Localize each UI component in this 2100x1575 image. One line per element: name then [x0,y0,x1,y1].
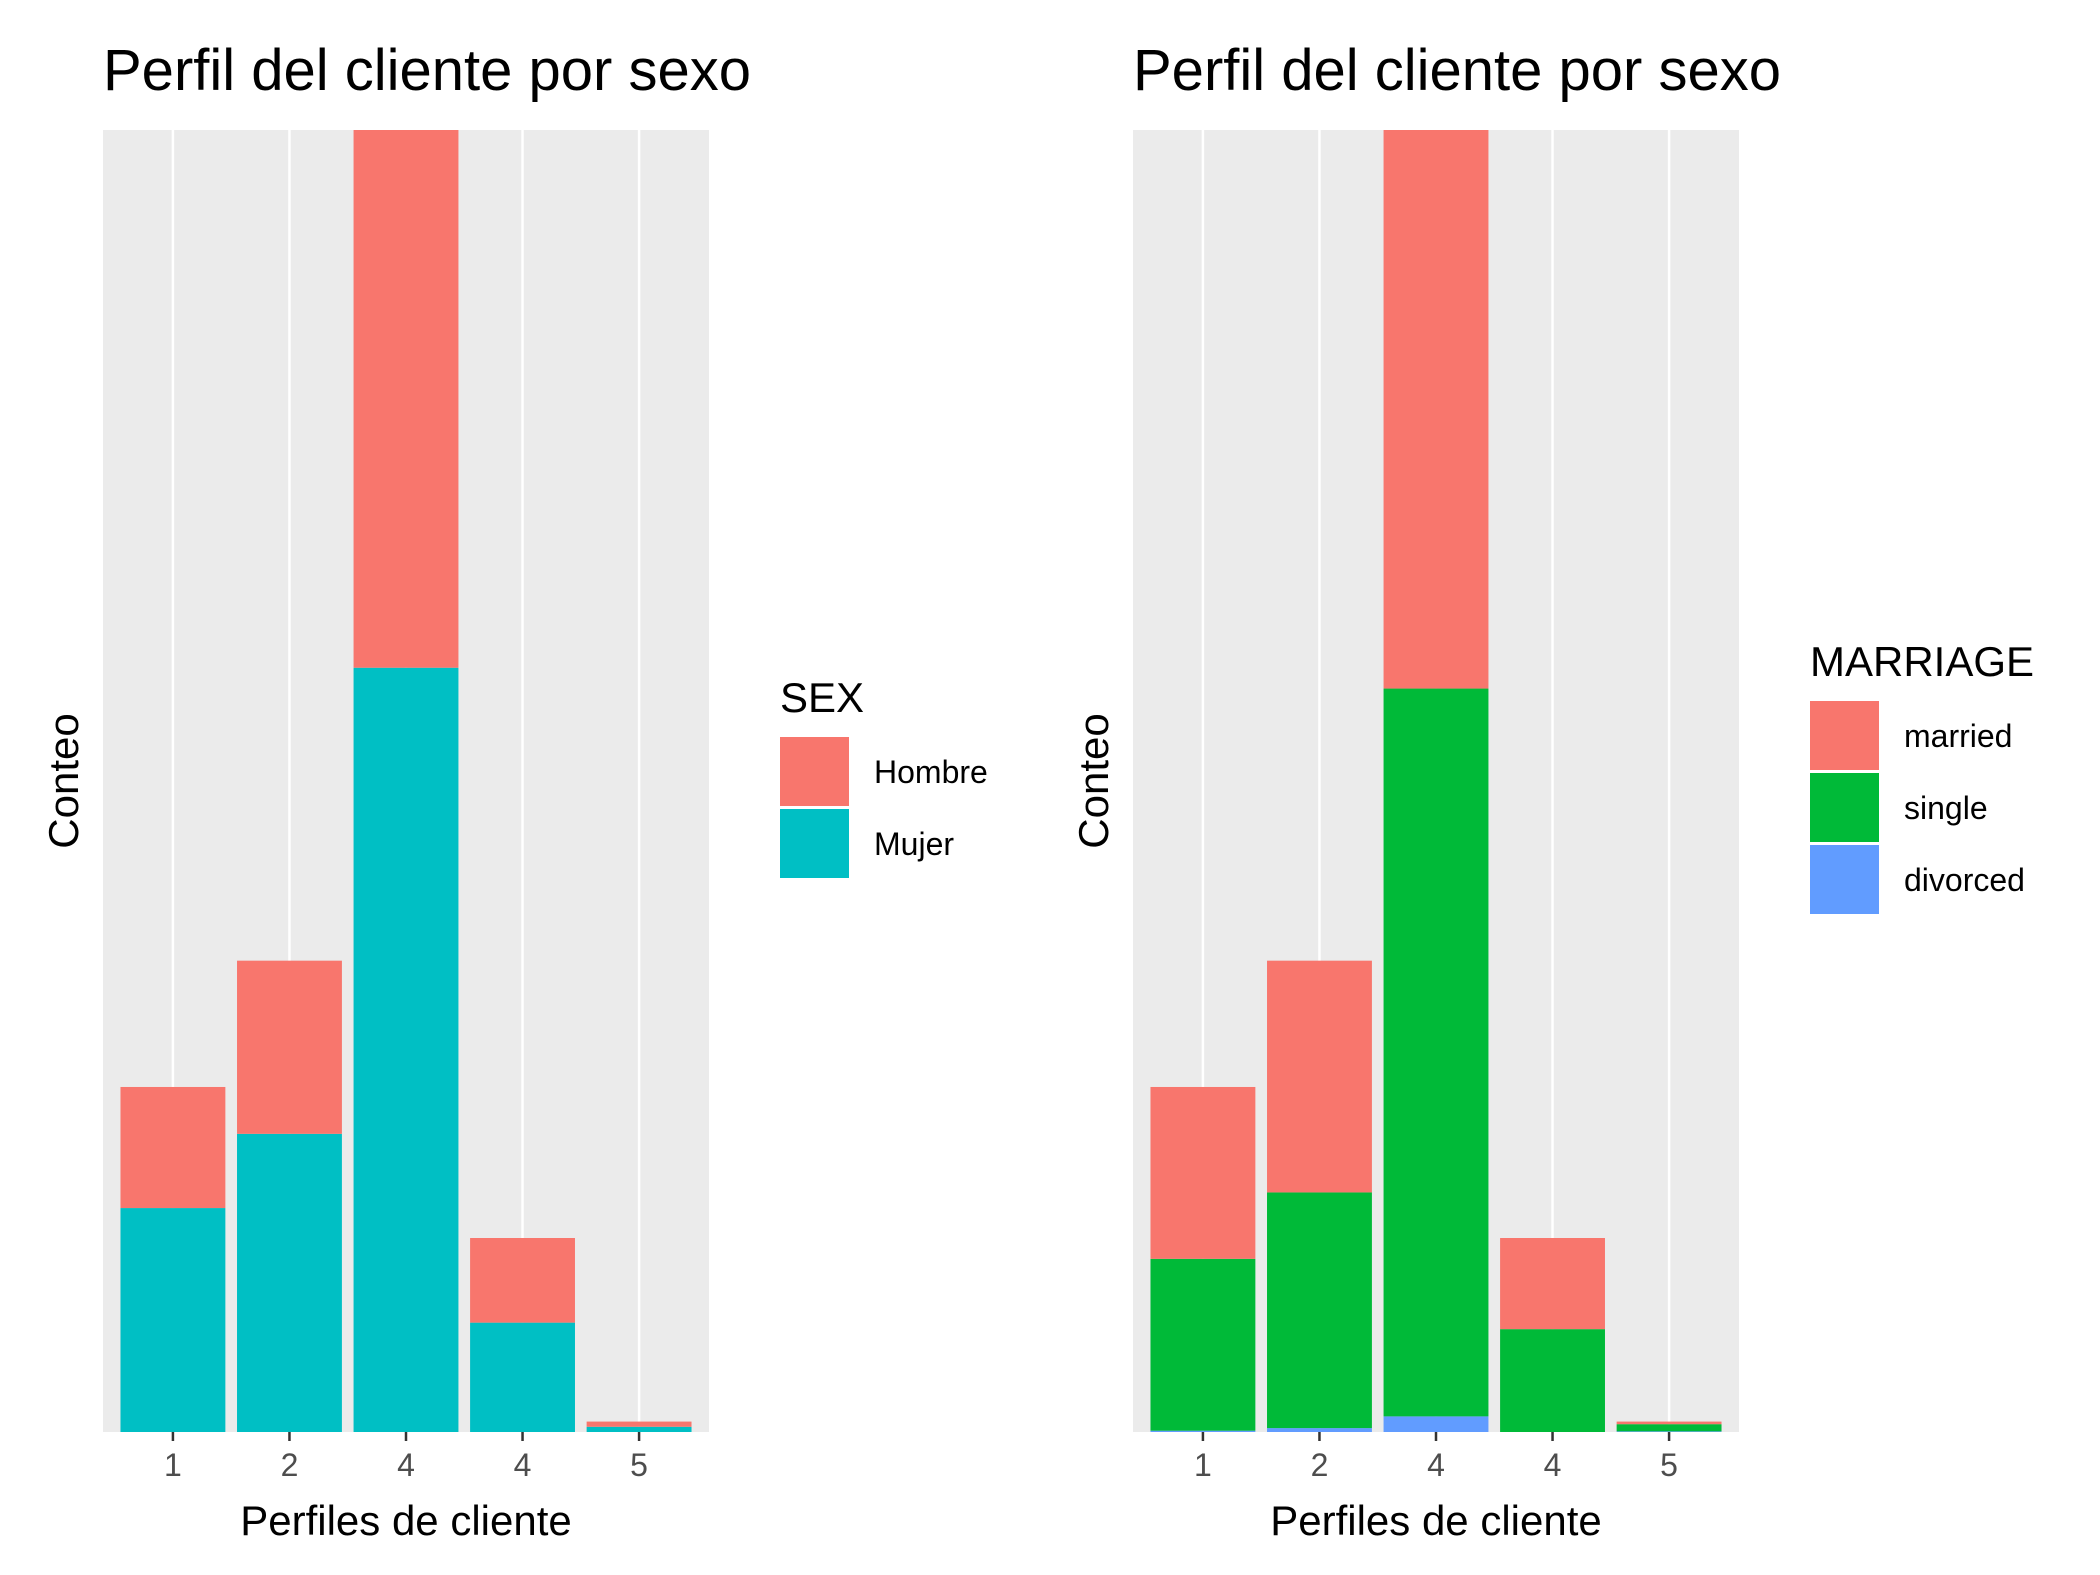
legend-items: Hombre Mujer [780,737,988,878]
bar-single-1 [1150,1258,1256,1431]
bars [120,130,692,1432]
bar-hombre-3 [353,130,459,668]
bar-mujer-4 [470,1322,575,1432]
bar-married-5 [1616,1421,1722,1425]
bar-hombre-5 [586,1421,692,1427]
bar-married-3 [1383,130,1489,689]
bar-mujer-1 [120,1208,226,1432]
y-axis-title: Conteo [40,713,87,848]
x-ticks: 1 2 4 4 5 [164,1432,648,1483]
legend-key-married [1810,701,1879,770]
bar-single-4 [1500,1329,1605,1432]
legend-label-mujer: Mujer [874,826,954,862]
bar-hombre-2 [237,960,342,1134]
y-axis-title: Conteo [1070,713,1117,848]
bar-married-1 [1150,1086,1256,1259]
legend-label-hombre: Hombre [874,754,988,790]
bar-married-2 [1267,960,1372,1193]
bar-divorced-2 [1267,1428,1372,1432]
x-tick-label: 5 [1660,1447,1678,1483]
bar-mujer-5 [586,1426,692,1432]
bar-single-3 [1383,688,1489,1417]
x-tick-label: 1 [1194,1447,1212,1483]
x-tick-label: 4 [1544,1447,1562,1483]
bar-hombre-1 [120,1086,226,1209]
legend-title: MARRIAGE [1810,638,2034,685]
bar-mujer-2 [237,1133,342,1432]
legend-label-single: single [1904,790,1988,826]
chart-title: Perfil del cliente por sexo [1133,38,1781,103]
bar-mujer-3 [353,667,459,1432]
bar-hombre-4 [470,1238,575,1323]
x-tick-label: 4 [1427,1447,1445,1483]
legend-key-hombre [780,737,849,806]
x-tick-label: 2 [1311,1447,1329,1483]
bars [1150,130,1722,1432]
x-axis-title: Perfiles de cliente [1270,1497,1602,1544]
legend-label-divorced: divorced [1904,862,2025,898]
bar-divorced-5 [1616,1431,1722,1432]
bar-married-4 [1500,1238,1605,1330]
legend: SEX Hombre Mujer [780,674,988,878]
bar-single-5 [1616,1424,1722,1432]
legend-key-single [1810,773,1879,842]
x-ticks: 1 2 4 4 5 [1194,1432,1678,1483]
legend-key-divorced [1810,845,1879,914]
legend-title: SEX [780,674,864,721]
chart-title: Perfil del cliente por sexo [103,38,751,103]
legend: MARRIAGE married single divorced [1810,638,2034,914]
legend-key-mujer [780,809,849,878]
bar-single-2 [1267,1192,1372,1429]
legend-items: married single divorced [1810,701,2025,914]
x-tick-label: 1 [164,1447,182,1483]
x-tick-label: 2 [281,1447,299,1483]
bar-divorced-1 [1150,1430,1256,1432]
x-tick-label: 5 [630,1447,648,1483]
bar-divorced-3 [1383,1416,1489,1432]
chart-panel-marriage: Perfil del cliente por sexo 1 2 4 4 5 Perfil… [1070,38,2034,1544]
chart-panel-sex: Perfil del cliente por sexo 1 2 4 4 5 Perfil… [40,38,988,1544]
x-tick-label: 4 [514,1447,532,1483]
x-tick-label: 4 [397,1447,415,1483]
x-axis-title: Perfiles de cliente [240,1497,572,1544]
legend-label-married: married [1904,718,2012,754]
